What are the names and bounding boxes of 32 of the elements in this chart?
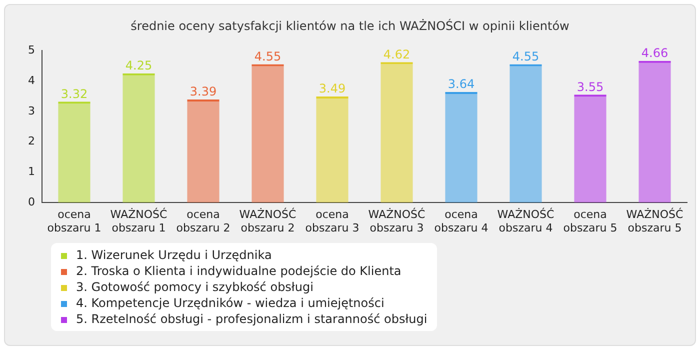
legend-label: 5. Rzetelność obsługi - profesjonalizm i staranność obsługi: [75, 311, 428, 327]
legend-label: 3. Gotowość pomocy i szybkość obsługi: [75, 279, 314, 295]
x-tick-label: ocena obszaru 2: [176, 208, 230, 234]
x-tick-label: ocena obszaru 1: [47, 208, 102, 234]
x-tick-label: ocena obszaru 4: [434, 208, 488, 234]
data-label: 3.49: [318, 82, 346, 96]
legend-label: 1. Wizerunek Urzędu i Urzędnika: [75, 247, 273, 263]
y-tick-label: 0: [28, 195, 35, 208]
x-tick-label: WAŻNOŚĆ obszaru 1: [110, 207, 168, 234]
chart-title: średnie oceny satysfakcji klientów na tle ich WAŻNOŚCI w opinii klientów: [130, 19, 570, 33]
x-tick-label: WAŻNOŚĆ obszaru 2: [239, 207, 297, 234]
data-label: 3.64: [448, 77, 475, 92]
x-tick-label: WAŻNOŚĆ obszaru 5: [626, 207, 684, 234]
y-tick-label: 2: [28, 134, 35, 148]
data-label: 4.62: [383, 47, 410, 62]
y-tick-label: 4: [28, 74, 35, 87]
y-tick-label: 3: [28, 104, 35, 118]
legend-label: 4. Kompetencje Urzędników - wiedza i umiejętności: [75, 295, 386, 311]
data-label: 4.25: [125, 58, 152, 73]
y-tick-label: 1: [28, 165, 35, 178]
data-label: 3.32: [60, 86, 88, 101]
x-tick-label: ocena obszaru 3: [305, 208, 360, 234]
x-tick-label: WAŻNOŚĆ obszaru 4: [497, 207, 555, 234]
data-label: 3.39: [190, 84, 217, 99]
data-label: 3.55: [576, 80, 604, 94]
x-tick-label: WAŻNOŚĆ obszaru 3: [368, 207, 426, 234]
y-tick-label: 5: [28, 43, 35, 56]
data-label: 4.55: [254, 49, 282, 64]
data-label: 4.55: [512, 49, 540, 64]
legend-label: 2. Troska o Klienta i indywidualne podejście do Klienta: [75, 263, 402, 279]
data-label: 4.66: [641, 46, 668, 60]
x-tick-label: ocena obszaru 5: [563, 208, 618, 234]
